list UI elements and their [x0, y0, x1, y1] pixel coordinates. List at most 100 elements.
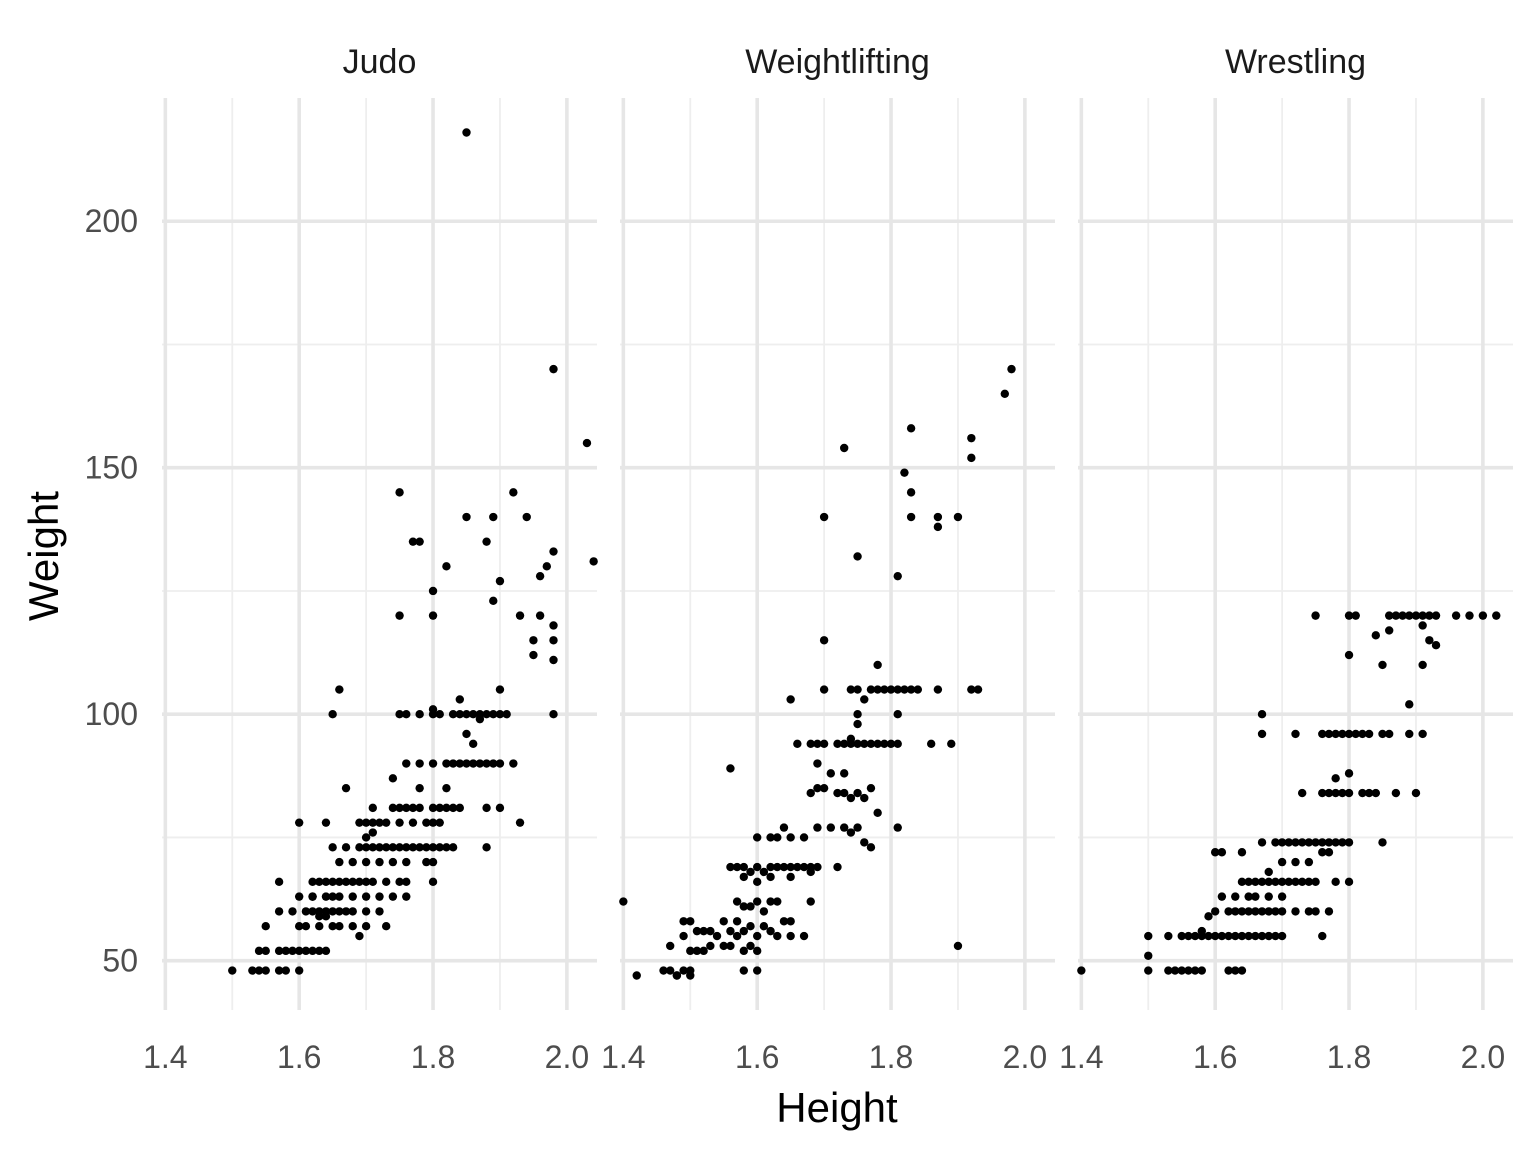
data-point — [1237, 907, 1247, 916]
data-point — [489, 512, 498, 522]
data-point — [786, 695, 795, 704]
data-point — [482, 843, 491, 852]
data-point — [1411, 611, 1421, 620]
data-point — [381, 818, 391, 827]
data-point — [448, 843, 458, 852]
data-point — [866, 843, 876, 852]
data-point — [522, 512, 531, 522]
data-point — [1217, 931, 1227, 941]
data-point — [495, 685, 505, 694]
data-point — [1224, 931, 1233, 941]
data-point — [335, 907, 344, 916]
data-point — [752, 862, 762, 872]
data-point — [355, 877, 364, 887]
data-point — [1277, 877, 1287, 887]
data-point — [766, 833, 775, 842]
data-point — [1197, 926, 1207, 936]
data-point — [1204, 912, 1213, 921]
data-point — [1277, 931, 1287, 941]
data-point — [839, 769, 849, 778]
data-point — [1184, 931, 1193, 941]
data-point — [1251, 931, 1260, 941]
data-point — [1431, 611, 1441, 620]
y-axis-title: Weight — [20, 491, 67, 621]
data-point — [482, 710, 491, 719]
x-tick-label: 1.4 — [143, 1039, 187, 1075]
data-point — [549, 655, 558, 665]
data-point — [799, 833, 809, 842]
data-point — [415, 843, 424, 852]
x-tick-label: 2.0 — [1003, 1039, 1047, 1075]
data-point — [321, 946, 331, 956]
data-point — [1177, 931, 1186, 941]
data-point — [388, 892, 398, 901]
data-point — [475, 714, 485, 724]
data-point — [248, 966, 257, 975]
data-point — [428, 877, 438, 887]
data-point — [906, 512, 916, 522]
data-point — [679, 931, 688, 941]
data-point — [1210, 907, 1220, 916]
data-point — [1291, 907, 1300, 916]
data-point — [355, 931, 364, 941]
data-point — [773, 862, 782, 872]
data-point — [1297, 877, 1307, 887]
data-point — [308, 946, 317, 956]
data-point — [1378, 838, 1387, 847]
data-point — [1364, 729, 1374, 739]
data-point — [1344, 729, 1354, 739]
data-point — [1418, 660, 1427, 670]
data-point — [1318, 838, 1327, 847]
data-point — [455, 710, 465, 719]
data-point — [442, 562, 451, 571]
data-point — [361, 818, 371, 827]
data-point — [1384, 626, 1394, 635]
data-point — [1351, 729, 1360, 739]
data-point — [509, 759, 518, 768]
data-point — [1451, 611, 1461, 620]
data-point — [468, 759, 478, 768]
data-point — [813, 862, 822, 872]
data-point — [746, 921, 755, 931]
data-point — [873, 808, 882, 818]
data-point — [813, 823, 822, 832]
data-point — [388, 803, 398, 813]
data-point — [395, 843, 404, 852]
data-point — [886, 685, 896, 694]
data-point — [1284, 838, 1294, 847]
data-point — [1271, 838, 1280, 847]
data-point — [773, 931, 782, 941]
data-point — [1231, 907, 1240, 916]
data-point — [475, 759, 485, 768]
data-point — [759, 907, 769, 916]
data-point — [619, 897, 628, 906]
data-point — [1184, 966, 1193, 975]
data-point — [766, 926, 775, 936]
data-point — [455, 803, 465, 813]
data-point — [315, 946, 324, 956]
data-point — [415, 759, 424, 768]
data-point — [813, 783, 822, 793]
data-point — [819, 512, 829, 522]
data-point — [361, 857, 371, 867]
data-point — [900, 468, 909, 477]
data-point — [1351, 611, 1360, 620]
data-point — [509, 488, 518, 497]
data-point — [368, 843, 378, 852]
data-point — [395, 611, 404, 620]
data-point — [1431, 641, 1441, 650]
data-point — [860, 793, 869, 803]
data-point — [1231, 931, 1240, 941]
data-point — [1264, 931, 1273, 941]
data-point — [813, 759, 822, 768]
data-point — [415, 783, 424, 793]
data-point — [529, 636, 538, 645]
data-point — [853, 719, 862, 729]
data-point — [1237, 848, 1247, 857]
data-point — [1257, 931, 1267, 941]
data-point — [873, 739, 882, 748]
data-point — [1405, 611, 1414, 620]
data-point — [1304, 907, 1314, 916]
data-point — [1000, 389, 1010, 398]
